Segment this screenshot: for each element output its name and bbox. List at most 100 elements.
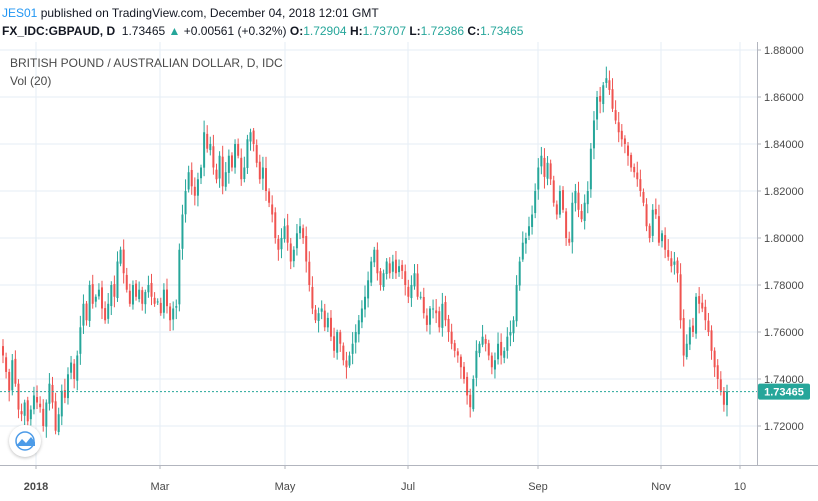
candle-body <box>466 376 469 396</box>
candle <box>339 329 342 352</box>
candle-body <box>385 261 388 275</box>
candle <box>45 399 48 438</box>
candle-body <box>370 261 373 283</box>
candle <box>543 148 546 189</box>
candle <box>184 179 187 223</box>
candle-body <box>348 355 351 366</box>
candle <box>704 299 707 331</box>
candle-body <box>122 249 125 274</box>
candle-body <box>224 172 227 187</box>
candle <box>623 135 626 154</box>
candle-body <box>45 402 48 427</box>
candle-body <box>11 360 14 391</box>
candle <box>497 332 500 365</box>
candle-body <box>580 210 583 220</box>
candle <box>79 315 82 365</box>
price-axis[interactable]: 1.88000 1.86000 1.84000 1.82000 1.80000 1.780… <box>757 45 804 433</box>
price-chart[interactable]: 1.88000 1.86000 1.84000 1.82000 1.80000 1.780… <box>0 42 818 501</box>
candle-body <box>85 303 88 321</box>
candle <box>416 264 419 300</box>
candle <box>162 283 165 319</box>
candle-body <box>404 271 407 285</box>
candle-body <box>599 95 602 102</box>
candle-body <box>39 403 42 408</box>
candle-body <box>91 284 94 304</box>
candle-body <box>676 260 679 274</box>
candle-body <box>441 303 444 328</box>
candle-body <box>673 261 676 265</box>
candle <box>382 269 385 291</box>
candle <box>320 300 323 320</box>
candles <box>2 66 728 438</box>
price-change: +0.00561 (+0.32%) <box>183 24 287 38</box>
candle-body <box>407 286 410 297</box>
candle <box>264 156 267 201</box>
candle-body <box>398 266 401 273</box>
candle <box>605 66 608 88</box>
candle-body <box>447 318 450 332</box>
candle <box>209 136 212 156</box>
candle <box>611 78 614 113</box>
candle <box>311 276 314 315</box>
candle <box>23 399 26 427</box>
candle-body <box>605 78 608 84</box>
candle-body <box>394 259 397 274</box>
candle <box>88 280 91 327</box>
candle-body <box>617 122 620 133</box>
candle <box>271 195 274 223</box>
candle-body <box>698 296 701 304</box>
candle <box>249 128 252 151</box>
time-axis[interactable]: 2018 Mar May Jul Sep Nov 10 <box>24 465 746 493</box>
candle-body <box>125 274 128 290</box>
candle <box>394 250 397 279</box>
candle <box>620 124 623 147</box>
candle-body <box>215 169 218 180</box>
tradingview-logo-icon[interactable] <box>9 425 41 457</box>
candle <box>215 163 218 184</box>
candle <box>224 162 227 191</box>
candle <box>237 138 240 159</box>
username-link[interactable]: JES01 <box>2 6 38 20</box>
candle-body <box>626 145 629 156</box>
candle-body <box>602 85 605 105</box>
candle <box>407 279 410 304</box>
candle <box>636 161 639 187</box>
candle <box>110 281 113 316</box>
candle-body <box>432 308 435 310</box>
candle <box>589 143 592 198</box>
candle <box>521 231 524 262</box>
candle <box>203 120 206 177</box>
candle-body <box>246 139 249 168</box>
candle-body <box>367 280 370 299</box>
candle <box>410 275 413 307</box>
candle <box>673 251 676 275</box>
candle-body <box>51 384 54 403</box>
candle <box>85 300 88 326</box>
candle-body <box>382 273 385 287</box>
candle-body <box>537 167 540 190</box>
candle-body <box>196 179 199 196</box>
candle-body <box>295 233 298 249</box>
candle-body <box>57 414 60 432</box>
candle <box>630 152 633 172</box>
candle <box>286 213 289 251</box>
candle-body <box>623 138 626 144</box>
candle-body <box>60 390 63 417</box>
candle <box>447 314 450 342</box>
candle-body <box>701 302 704 309</box>
candle-body <box>203 132 206 168</box>
candle <box>540 146 543 175</box>
y-tick-label: 1.82000 <box>764 186 804 198</box>
candle <box>453 339 456 358</box>
candle <box>388 257 391 279</box>
candle <box>289 237 292 270</box>
candle-body <box>119 249 122 264</box>
candle-body <box>713 350 716 368</box>
candle <box>122 239 125 284</box>
candle <box>144 289 147 314</box>
candle <box>169 303 172 332</box>
candle-body <box>410 285 413 299</box>
candle <box>243 156 246 183</box>
candle <box>268 188 271 208</box>
candle-body <box>645 204 648 227</box>
